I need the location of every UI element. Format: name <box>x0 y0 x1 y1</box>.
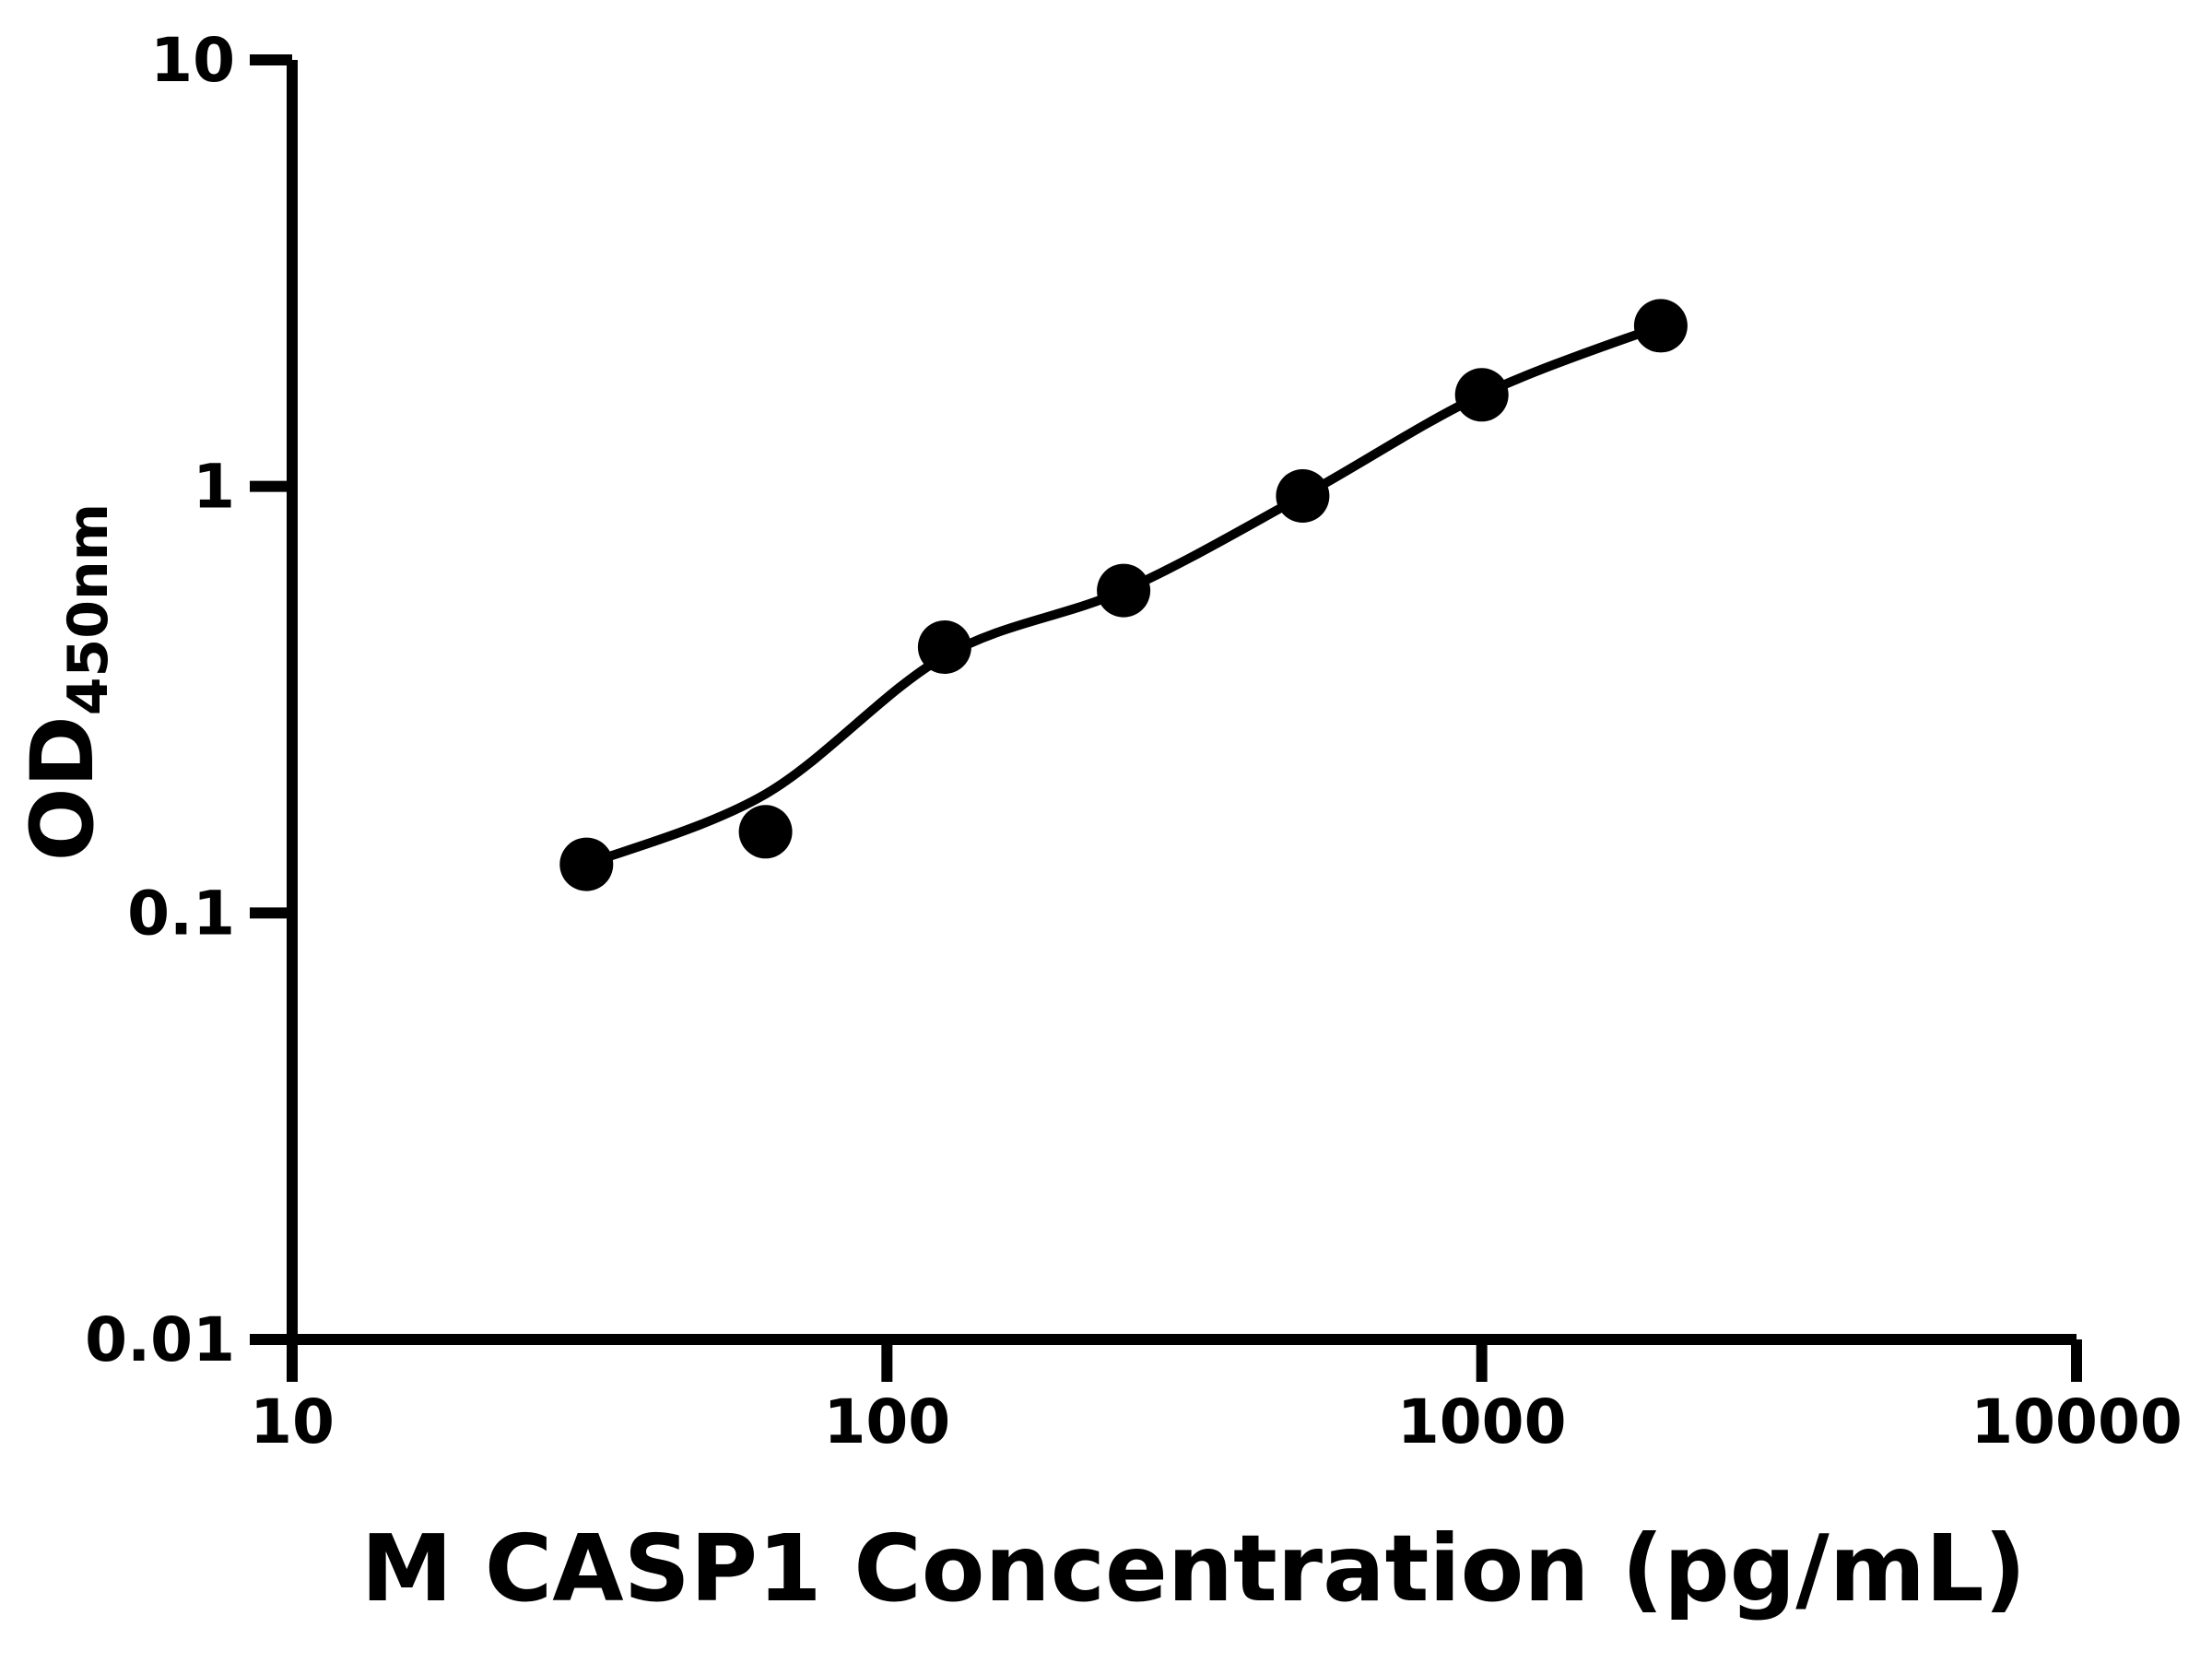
x-tick-label: 1000 <box>1397 1386 1567 1457</box>
y-tick-label: 0.01 <box>85 1304 235 1375</box>
data-point-marker <box>1276 469 1330 523</box>
y-tick-label: 1 <box>193 452 235 523</box>
y-axis-title: OD450nm <box>13 503 121 861</box>
data-point-marker <box>1454 368 1509 422</box>
axis-spine <box>287 60 2077 1345</box>
y-axis-title-main: OD <box>13 715 113 861</box>
y-axis-title-subscript: 450nm <box>56 503 121 715</box>
data-point-marker <box>559 837 614 891</box>
x-axis-title: M CASP1 Concentration (pg/mL) <box>361 1515 2027 1622</box>
y-tick-label: 10 <box>150 25 235 96</box>
y-tick-label: 0.1 <box>127 878 235 949</box>
x-tick-label: 10000 <box>1971 1386 2183 1457</box>
data-point-marker <box>1097 563 1151 618</box>
x-tick-label: 10 <box>250 1386 335 1457</box>
x-tick-label: 100 <box>823 1386 950 1457</box>
data-point-marker <box>738 805 793 859</box>
data-point-marker <box>917 620 971 674</box>
data-point-marker <box>1633 299 1688 353</box>
